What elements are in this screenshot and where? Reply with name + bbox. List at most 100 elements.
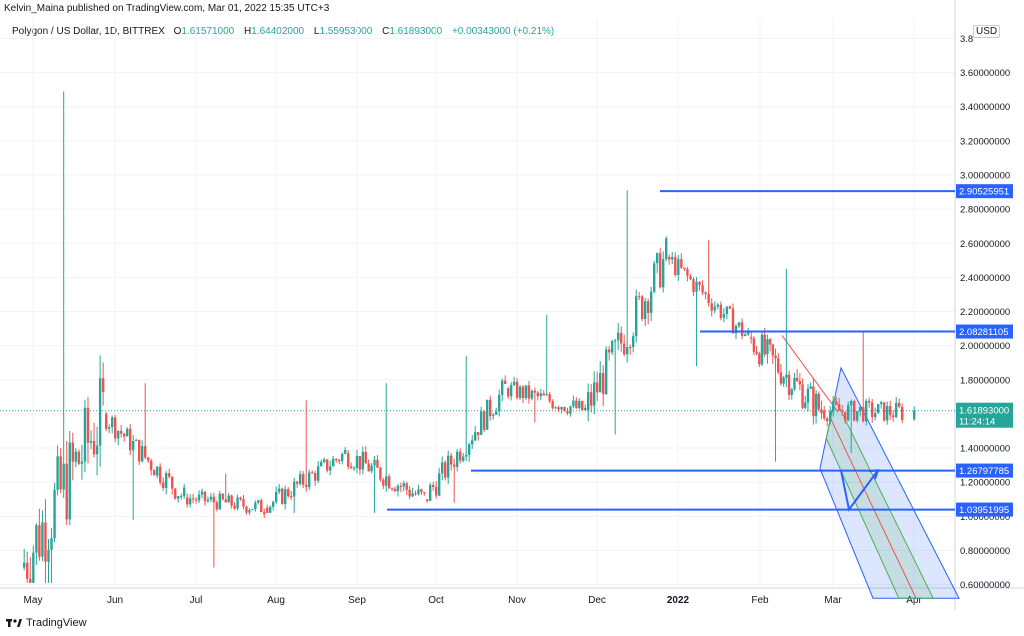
candle-body — [183, 487, 186, 496]
candle-body — [126, 428, 129, 437]
candle-body — [242, 499, 245, 507]
candle-body — [774, 355, 777, 359]
candle-body — [626, 346, 629, 355]
candle-body — [117, 430, 120, 439]
candle-body — [215, 502, 219, 510]
candle-body — [83, 407, 87, 462]
candle-body — [426, 499, 429, 501]
x-tick-label: Apr — [906, 595, 922, 606]
candle-body — [495, 411, 498, 415]
candle-body — [647, 301, 650, 313]
open-label: O — [173, 26, 182, 37]
candle-body — [408, 489, 411, 497]
candle-body — [563, 407, 566, 412]
trend-line — [781, 335, 839, 413]
candle-body — [548, 394, 551, 402]
candle-body — [129, 428, 132, 451]
candle-body — [180, 495, 183, 497]
candle-body — [760, 334, 764, 365]
candle-body — [620, 332, 623, 344]
candle-body — [344, 449, 347, 454]
candle-body — [746, 331, 750, 335]
tradingview-logo-icon — [6, 619, 22, 627]
candle-body — [566, 411, 569, 414]
candle-body — [865, 401, 868, 422]
candle-body — [698, 281, 701, 286]
candle-body — [23, 562, 26, 568]
x-tick-label: Dec — [588, 595, 606, 606]
candle-body — [560, 407, 563, 410]
candle-body — [50, 538, 53, 550]
candle-body — [299, 474, 302, 484]
candle-body — [895, 402, 898, 418]
candle-body — [880, 402, 883, 405]
candle-body — [212, 496, 216, 503]
tradingview-label: TradingView — [26, 617, 87, 629]
publisher-line: Kelvin_Maina published on TradingView.co… — [4, 3, 330, 14]
level-price-label: 2.90525951 — [959, 187, 1009, 198]
candle-body — [245, 506, 248, 513]
candle-body — [254, 502, 257, 510]
candle-body — [644, 301, 647, 319]
candle-body — [809, 386, 812, 389]
candle-body — [554, 407, 557, 409]
x-tick-label: 2022 — [667, 595, 690, 606]
candle-body — [71, 442, 74, 462]
candle-body — [74, 451, 78, 462]
candle-body — [174, 488, 177, 499]
candle-body — [364, 451, 367, 464]
candle-body — [659, 253, 662, 288]
candle-body — [188, 498, 192, 505]
candle-body — [221, 493, 224, 500]
candle-body — [477, 432, 480, 435]
candle-body — [743, 334, 747, 336]
candle-body — [239, 497, 242, 500]
candle-body — [355, 456, 359, 468]
candle-body — [524, 385, 528, 399]
currency-selector[interactable]: USD — [973, 25, 1001, 38]
candle-body — [665, 238, 668, 260]
candle-body — [871, 402, 874, 417]
candle-body — [290, 496, 293, 498]
candle-body — [272, 501, 275, 507]
candle-body — [886, 406, 889, 421]
candle-body — [441, 462, 444, 474]
candle-body — [335, 458, 338, 461]
candle-body — [599, 373, 602, 393]
candle-body — [171, 476, 174, 489]
candle-body — [545, 394, 548, 396]
candle-body — [361, 451, 365, 470]
candle-body — [379, 467, 382, 480]
candle-body — [750, 337, 753, 339]
high-value: 1.64402000 — [251, 26, 305, 37]
candle-body — [716, 304, 719, 307]
candle-body — [512, 381, 516, 385]
candle-body — [224, 499, 227, 503]
candle-body — [539, 393, 542, 397]
candle-body — [159, 466, 162, 483]
candle-body — [587, 392, 590, 411]
candle-body — [677, 259, 680, 275]
candle-body — [177, 496, 180, 499]
candle-body — [868, 401, 871, 403]
y-tick-label: 1.40000000 — [960, 444, 1010, 455]
candle-body — [120, 430, 123, 434]
candle-body — [405, 483, 408, 490]
candle-body — [638, 296, 641, 298]
candle-body — [35, 525, 38, 553]
candle-body — [387, 476, 391, 489]
candle-body — [474, 432, 477, 441]
candle-body — [367, 463, 370, 472]
candle-body — [468, 444, 471, 455]
candle-body — [108, 427, 111, 429]
candle-body — [450, 455, 453, 465]
candle-body — [77, 451, 81, 464]
candle-body — [575, 400, 578, 409]
candle-body — [722, 314, 726, 318]
candle-body — [740, 322, 744, 336]
tradingview-brand[interactable]: TradingView — [6, 617, 87, 629]
candle-body — [453, 464, 456, 467]
candle-body — [376, 459, 379, 468]
candle-body — [284, 489, 287, 505]
